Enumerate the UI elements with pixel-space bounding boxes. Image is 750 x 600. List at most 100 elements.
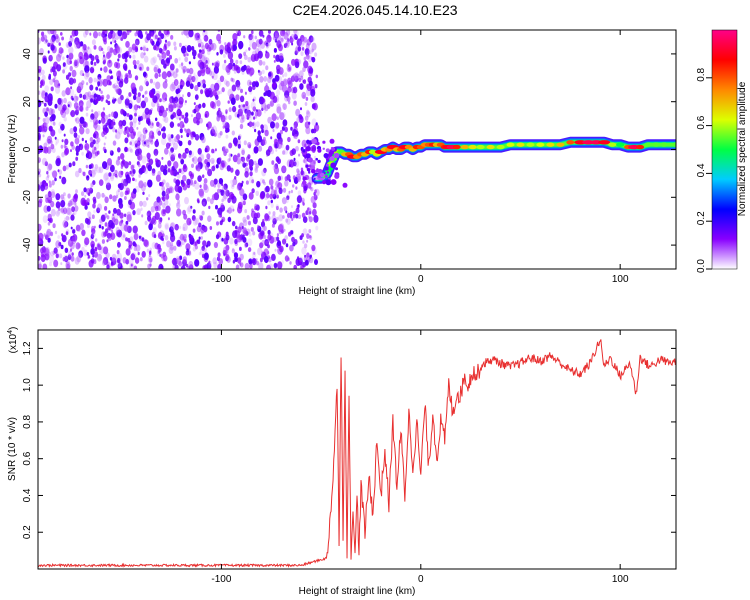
noise-speck bbox=[50, 143, 55, 150]
noise-speck bbox=[138, 180, 144, 189]
noise-speck bbox=[207, 50, 211, 56]
noise-speck bbox=[55, 158, 61, 167]
noise-speck bbox=[200, 226, 206, 234]
noise-speck bbox=[211, 193, 217, 201]
noise-speck bbox=[309, 186, 312, 190]
noise-speck bbox=[70, 110, 76, 118]
noise-speck bbox=[38, 200, 42, 208]
noise-speck bbox=[164, 234, 169, 241]
noise-speck bbox=[104, 231, 108, 237]
noise-speck bbox=[74, 30, 79, 37]
noise-speck bbox=[47, 139, 50, 143]
noise-speck bbox=[86, 100, 92, 109]
noise-speck bbox=[58, 253, 63, 259]
noise-speck bbox=[146, 66, 150, 72]
noise-speck bbox=[108, 113, 111, 118]
ridge-point bbox=[496, 144, 505, 150]
noise-speck bbox=[240, 182, 243, 187]
noise-speck bbox=[92, 254, 95, 258]
noise-speck bbox=[137, 163, 141, 168]
noise-speck bbox=[95, 238, 98, 242]
noise-speck bbox=[149, 121, 155, 129]
noise-speck bbox=[158, 123, 162, 129]
noise-speck bbox=[138, 172, 141, 177]
noise-speck bbox=[144, 79, 149, 85]
noise-speck bbox=[244, 262, 250, 269]
noise-speck bbox=[228, 142, 233, 149]
noise-speck bbox=[79, 223, 84, 230]
noise-speck bbox=[240, 195, 243, 200]
spec-y-tick-label: 0 bbox=[22, 146, 33, 152]
noise-speck bbox=[257, 225, 260, 230]
noise-speck bbox=[168, 137, 172, 143]
noise-speck bbox=[208, 260, 211, 264]
noise-speck bbox=[46, 163, 52, 172]
noise-speck bbox=[115, 190, 120, 196]
colorbar-ticks: 0.00.20.40.60.8 bbox=[696, 67, 712, 273]
noise-speck bbox=[291, 218, 294, 222]
noise-speck bbox=[170, 134, 174, 139]
noise-speck bbox=[87, 211, 92, 218]
noise-speck bbox=[84, 65, 90, 74]
noise-speck bbox=[85, 140, 87, 144]
noise-speck bbox=[248, 47, 251, 51]
noise-speck bbox=[130, 131, 136, 140]
noise-speck bbox=[273, 54, 276, 59]
noise-speck bbox=[313, 159, 317, 165]
noise-speck bbox=[276, 141, 283, 149]
noise-speck bbox=[223, 253, 226, 257]
noise-speck bbox=[110, 164, 115, 173]
noise-speck bbox=[242, 104, 245, 108]
noise-speck bbox=[168, 102, 174, 111]
noise-speck bbox=[225, 244, 230, 251]
noise-speck bbox=[38, 168, 41, 174]
noise-speck bbox=[150, 206, 155, 213]
noise-speck bbox=[157, 68, 161, 74]
noise-speck bbox=[162, 202, 166, 209]
noise-speck bbox=[57, 169, 60, 173]
noise-speck bbox=[194, 85, 199, 92]
noise-speck bbox=[282, 150, 286, 155]
noise-speck bbox=[186, 149, 189, 153]
noise-speck bbox=[275, 216, 279, 222]
noise-speck bbox=[296, 168, 300, 174]
noise-speck bbox=[267, 76, 272, 84]
noise-speck bbox=[50, 208, 56, 217]
noise-speck bbox=[297, 214, 302, 219]
noise-speck bbox=[45, 39, 48, 43]
noise-speck bbox=[188, 67, 194, 75]
noise-speck bbox=[301, 47, 305, 51]
noise-speck bbox=[281, 112, 286, 118]
noise-speck bbox=[294, 75, 299, 83]
noise-speck bbox=[110, 261, 114, 266]
noise-speck bbox=[178, 168, 182, 174]
noise-speck bbox=[48, 180, 51, 184]
noise-speck bbox=[203, 178, 208, 184]
noise-speck bbox=[67, 104, 70, 108]
ridge-point bbox=[526, 142, 535, 147]
noise-speck bbox=[242, 236, 247, 243]
noise-speck bbox=[254, 128, 257, 133]
noise-speck bbox=[283, 107, 286, 110]
noise-speck bbox=[308, 80, 313, 87]
noise-speck bbox=[129, 55, 132, 59]
noise-speck bbox=[305, 88, 311, 97]
noise-speck bbox=[149, 257, 153, 263]
noise-speck bbox=[315, 225, 319, 231]
spectrogram-noise-region bbox=[38, 30, 320, 269]
noise-speck bbox=[270, 185, 274, 190]
noise-speck bbox=[198, 154, 204, 162]
noise-speck bbox=[89, 32, 92, 36]
noise-speck bbox=[51, 34, 56, 42]
noise-speck bbox=[70, 86, 73, 90]
onset-speck bbox=[315, 157, 319, 161]
noise-speck bbox=[163, 30, 169, 36]
noise-speck bbox=[38, 37, 41, 45]
noise-speck bbox=[240, 157, 245, 165]
noise-speck bbox=[311, 118, 317, 126]
noise-speck bbox=[49, 42, 52, 47]
noise-speck bbox=[172, 153, 176, 158]
noise-speck bbox=[160, 33, 165, 40]
noise-speck bbox=[218, 178, 224, 185]
noise-speck bbox=[295, 213, 299, 219]
